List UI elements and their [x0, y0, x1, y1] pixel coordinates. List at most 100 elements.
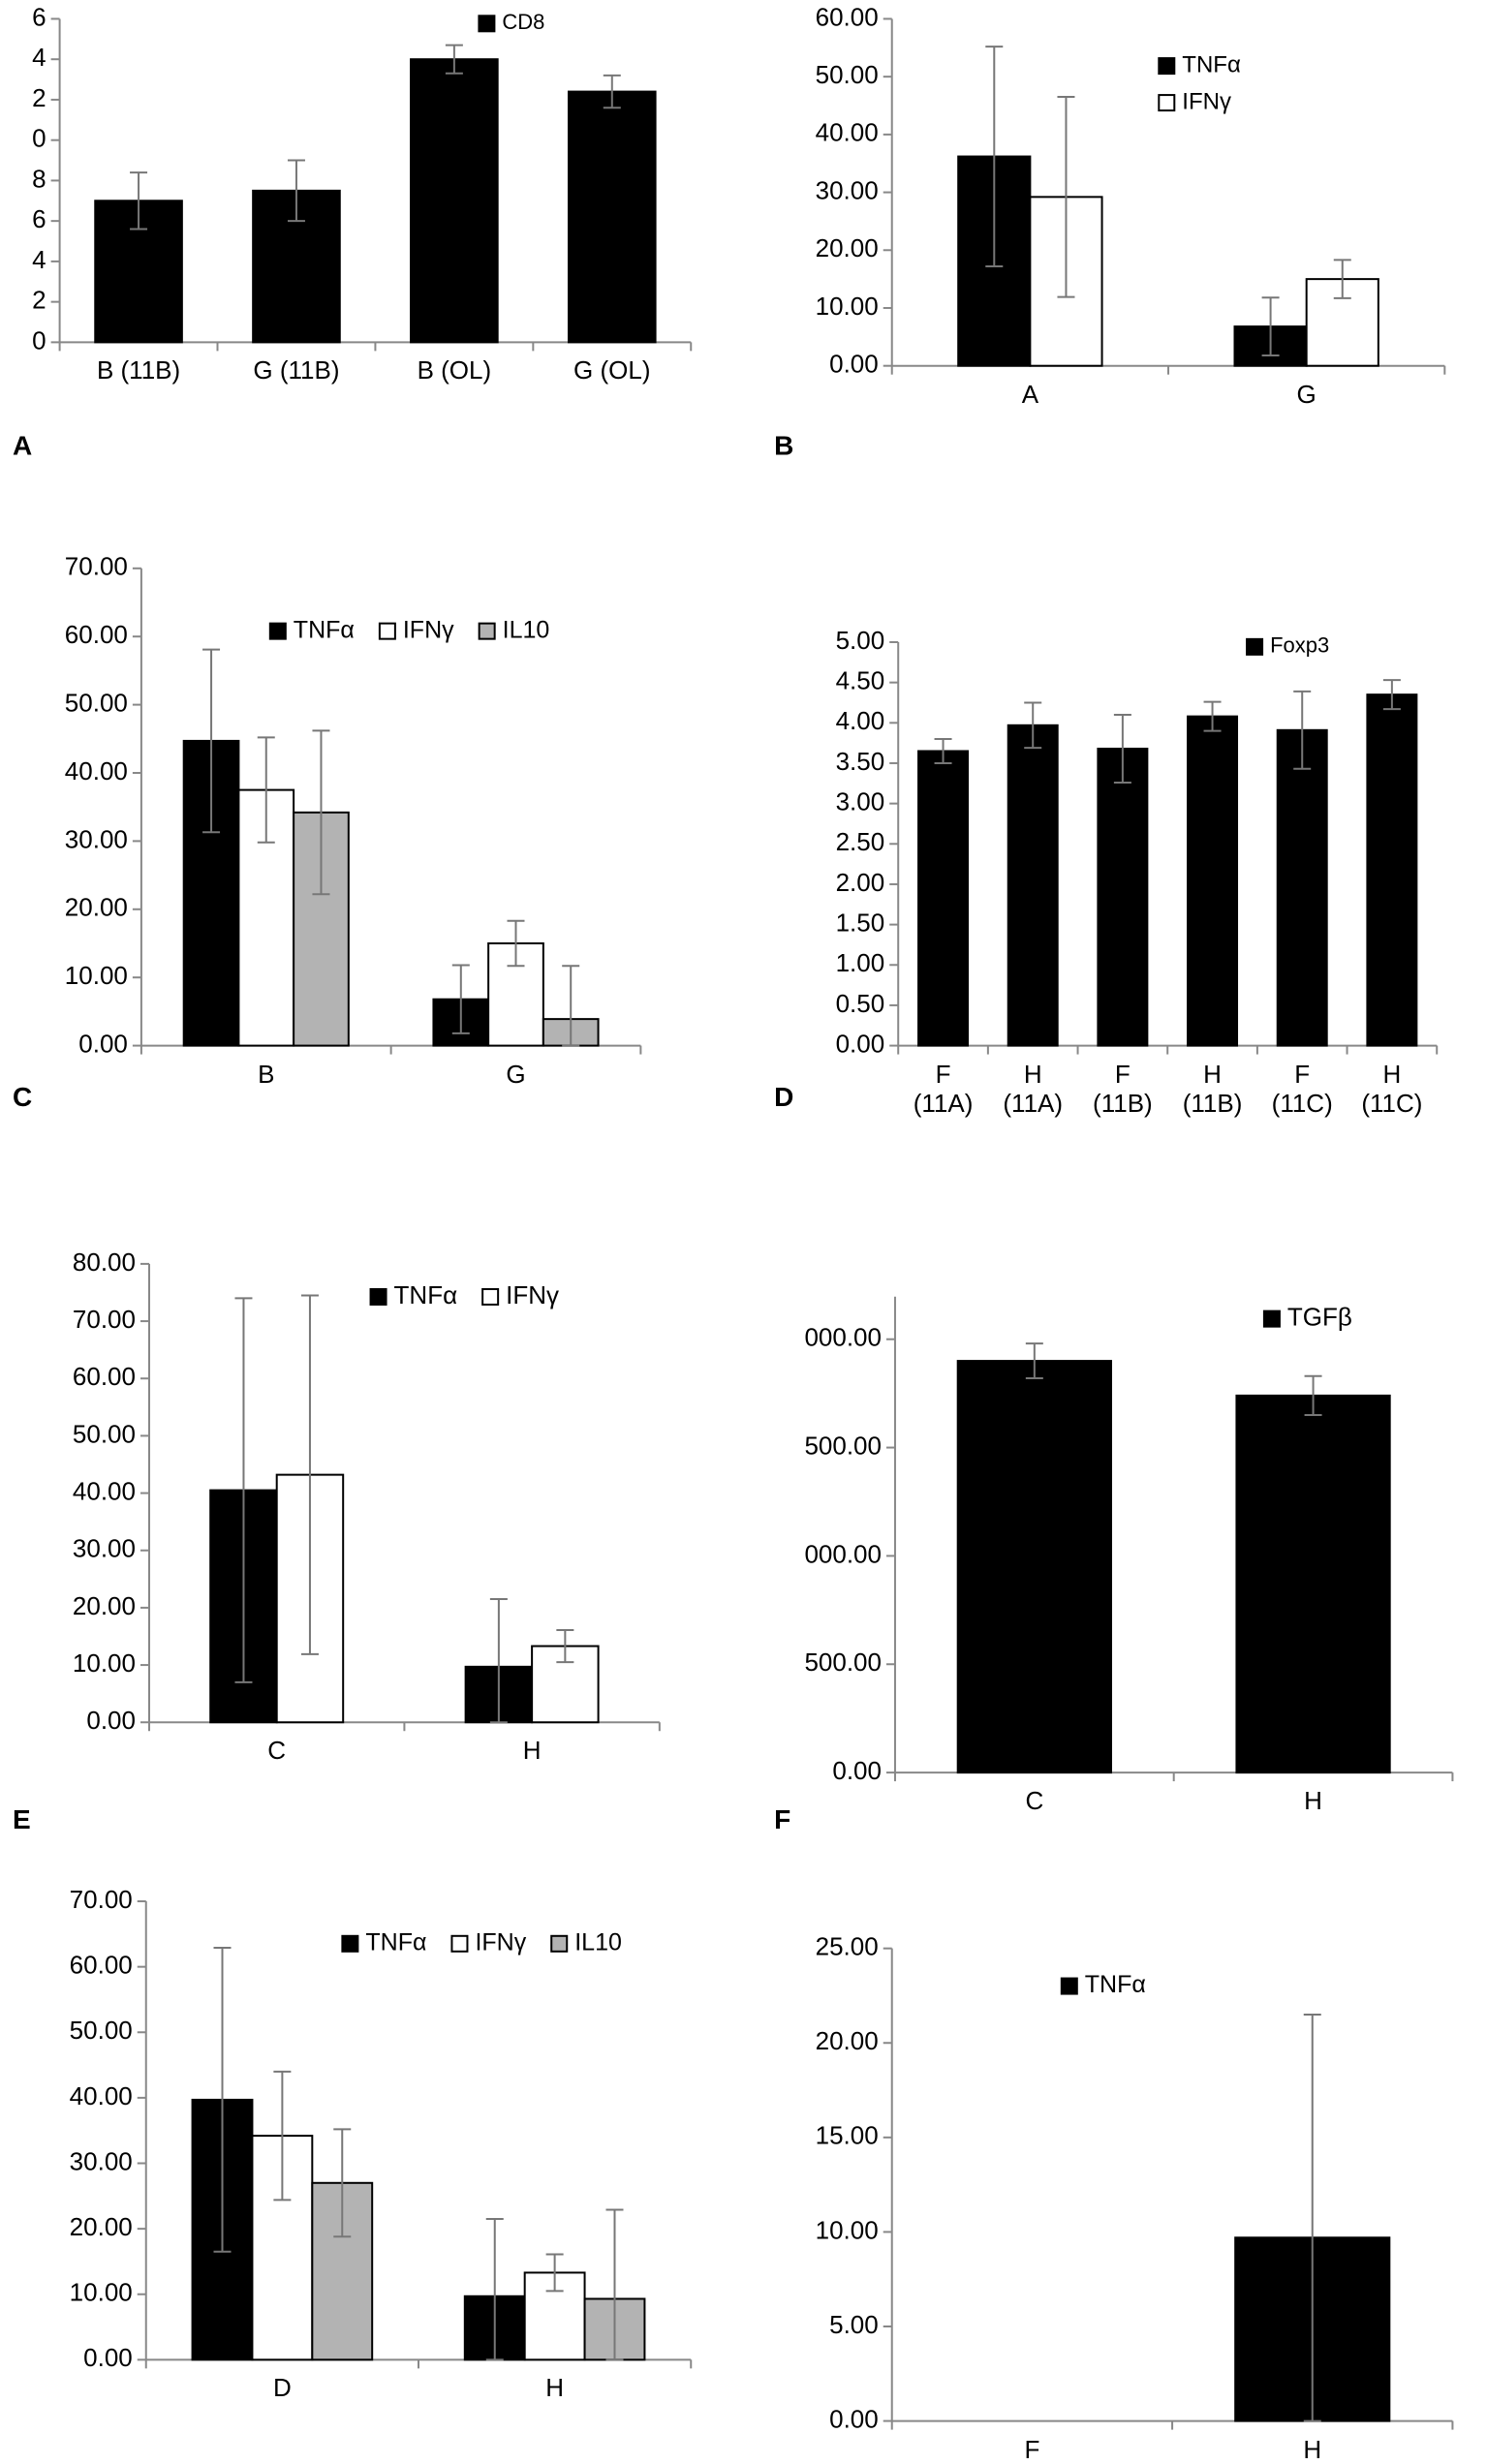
x-tick-label: F (11B): [1093, 1059, 1153, 1118]
error-bar: [234, 1297, 253, 1683]
y-tick-label: 500.00: [804, 1431, 882, 1460]
bar: [1366, 693, 1418, 1047]
y-tick-label: 10.00: [65, 961, 128, 990]
legend-swatch: [478, 15, 496, 33]
error-bar: [202, 648, 221, 834]
y-tick-label: 2.00: [836, 868, 885, 897]
legend-swatch: [1262, 1309, 1281, 1328]
legend-swatch: [369, 1287, 387, 1306]
y-tick-label: 80.00: [73, 1247, 136, 1277]
y-tick-label: 70.00: [73, 1305, 136, 1334]
legend-label: TNFα: [1085, 1971, 1146, 1998]
x-tick-label: C: [267, 1736, 287, 1766]
legend-label: IFNγ: [403, 616, 454, 643]
x-tick-label: H (11A): [1003, 1059, 1064, 1118]
error-bar: [451, 964, 470, 1034]
error-bar: [985, 46, 1004, 267]
y-tick-label: 10.00: [70, 2278, 133, 2307]
x-tick-label: C: [1025, 1786, 1044, 1816]
y-tick-label: 70.00: [70, 1885, 133, 1914]
legend-label: IFNγ: [506, 1280, 559, 1309]
error-bar: [1382, 679, 1401, 711]
y-tick-label: 0.00: [86, 1706, 136, 1735]
legend-label: TNFα: [294, 616, 355, 643]
legend-swatch: [341, 1934, 359, 1953]
y-tick-label: 10.00: [816, 292, 879, 321]
y-tick-label: 500.00: [804, 1648, 882, 1677]
bar: [1276, 728, 1328, 1047]
legend-swatch: [1158, 57, 1176, 76]
y-tick-label: 0.00: [78, 1029, 128, 1058]
legend-label: IL10: [574, 1928, 622, 1956]
error-bar: [213, 1947, 232, 2253]
error-bar: [1024, 701, 1042, 750]
x-tick-label: B: [258, 1059, 275, 1089]
y-tick-label: 40.00: [816, 118, 879, 147]
y-tick-label: 6: [32, 204, 46, 233]
error-bar: [934, 737, 952, 764]
y-tick-label: 1.50: [836, 908, 885, 937]
y-tick-label: 0.00: [829, 2404, 879, 2433]
x-tick-label: H: [545, 2373, 564, 2403]
legend-label: IFNγ: [475, 1928, 526, 1956]
legend-label: TNFα: [1182, 51, 1241, 77]
bar: [410, 58, 499, 344]
y-tick-label: 30.00: [65, 824, 128, 853]
error-bar: [130, 171, 148, 231]
y-tick-label: 000.00: [804, 1323, 882, 1352]
panel-letter: C: [13, 1082, 32, 1112]
y-tick-label: 0.00: [836, 1029, 885, 1058]
x-tick-label: D: [272, 2373, 292, 2403]
legend-swatch: [378, 622, 396, 640]
legend-swatch: [1060, 1977, 1078, 1995]
error-bar: [507, 919, 525, 968]
y-tick-label: 0: [32, 124, 46, 153]
bar: [917, 750, 970, 1047]
error-bar: [300, 1294, 319, 1655]
bar: [1097, 747, 1149, 1047]
y-tick-label: 4.00: [836, 706, 885, 735]
error-bar: [1057, 96, 1075, 298]
y-tick-label: 5.00: [836, 626, 885, 655]
bar: [567, 90, 657, 344]
y-tick-label: 20.00: [65, 893, 128, 922]
y-tick-label: 60.00: [73, 1362, 136, 1391]
y-tick-label: 40.00: [70, 2081, 133, 2110]
y-tick-label: 0.50: [836, 989, 885, 1018]
y-tick-label: 4: [32, 245, 46, 274]
error-bar: [1261, 296, 1280, 356]
x-tick-label: H (11B): [1182, 1059, 1243, 1118]
legend-swatch: [481, 1287, 500, 1306]
x-tick-label: B (OL): [417, 355, 492, 385]
legend-label: TNFα: [365, 1928, 426, 1956]
error-bar: [1304, 1374, 1322, 1417]
error-bar: [312, 729, 330, 896]
y-tick-label: 6: [32, 2, 46, 31]
y-tick-label: 70.00: [65, 552, 128, 581]
x-tick-label: G (OL): [573, 355, 651, 385]
y-tick-label: 0.00: [832, 1756, 882, 1785]
error-bar: [287, 159, 305, 223]
legend-swatch: [450, 1934, 469, 1953]
bar: [1187, 715, 1239, 1047]
y-tick-label: 3.50: [836, 747, 885, 776]
y-tick-label: 50.00: [73, 1419, 136, 1448]
y-tick-label: 50.00: [816, 60, 879, 89]
y-tick-label: 0: [32, 325, 46, 354]
error-bar: [603, 74, 621, 109]
y-tick-label: 10.00: [73, 1648, 136, 1678]
legend-label: TNFα: [394, 1280, 458, 1309]
error-bar: [1203, 700, 1222, 732]
y-tick-label: 60.00: [816, 2, 879, 31]
x-tick-label: H: [1304, 1786, 1322, 1816]
legend-label: Foxp3: [1270, 633, 1329, 658]
error-bar: [605, 2208, 624, 2361]
x-tick-label: H: [1303, 2434, 1322, 2464]
y-tick-label: 20.00: [816, 233, 879, 262]
y-tick-label: 15.00: [816, 2121, 879, 2150]
y-tick-label: 20.00: [70, 2212, 133, 2241]
y-tick-label: 2.50: [836, 827, 885, 856]
y-tick-label: 40.00: [73, 1476, 136, 1505]
error-bar: [1333, 259, 1351, 299]
